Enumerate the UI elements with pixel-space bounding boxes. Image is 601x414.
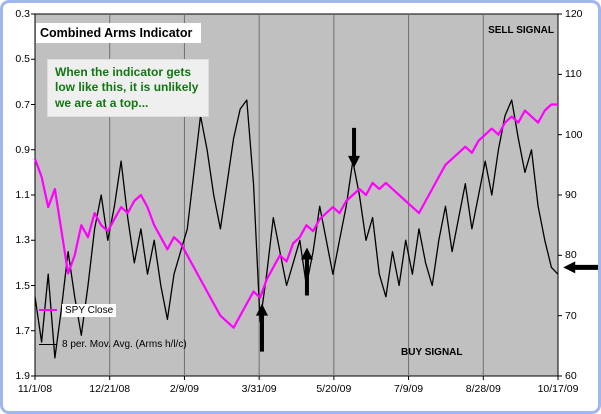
series-line-spy-close — [33, 103, 558, 329]
spy-close-line-swatch — [39, 309, 57, 311]
chart-title: Combined Arms Indicator — [36, 23, 202, 43]
annotation-callout: When the indicator gets low like this, i… — [47, 59, 209, 118]
left-arrow — [563, 261, 598, 274]
buy-signal-label: BUY SIGNAL — [401, 347, 463, 358]
legend-label-spy-close: SPY Close — [62, 303, 117, 317]
arms-avg-line-swatch — [39, 343, 57, 345]
up-arrow — [255, 303, 268, 352]
up-arrow — [300, 247, 313, 296]
legend-label-arms-avg: 8 per. Mov. Avg. (Arms h/l/c) — [62, 338, 187, 350]
series-line-arms-avg — [34, 99, 559, 359]
legend: SPY Close 8 per. Mov. Avg. (Arms h/l/c) — [39, 303, 187, 351]
sell-signal-label: SELL SIGNAL — [488, 25, 554, 36]
legend-item-spy-close: SPY Close — [39, 303, 187, 317]
down-arrow — [348, 127, 361, 168]
legend-item-arms-avg: 8 per. Mov. Avg. (Arms h/l/c) — [39, 337, 187, 351]
